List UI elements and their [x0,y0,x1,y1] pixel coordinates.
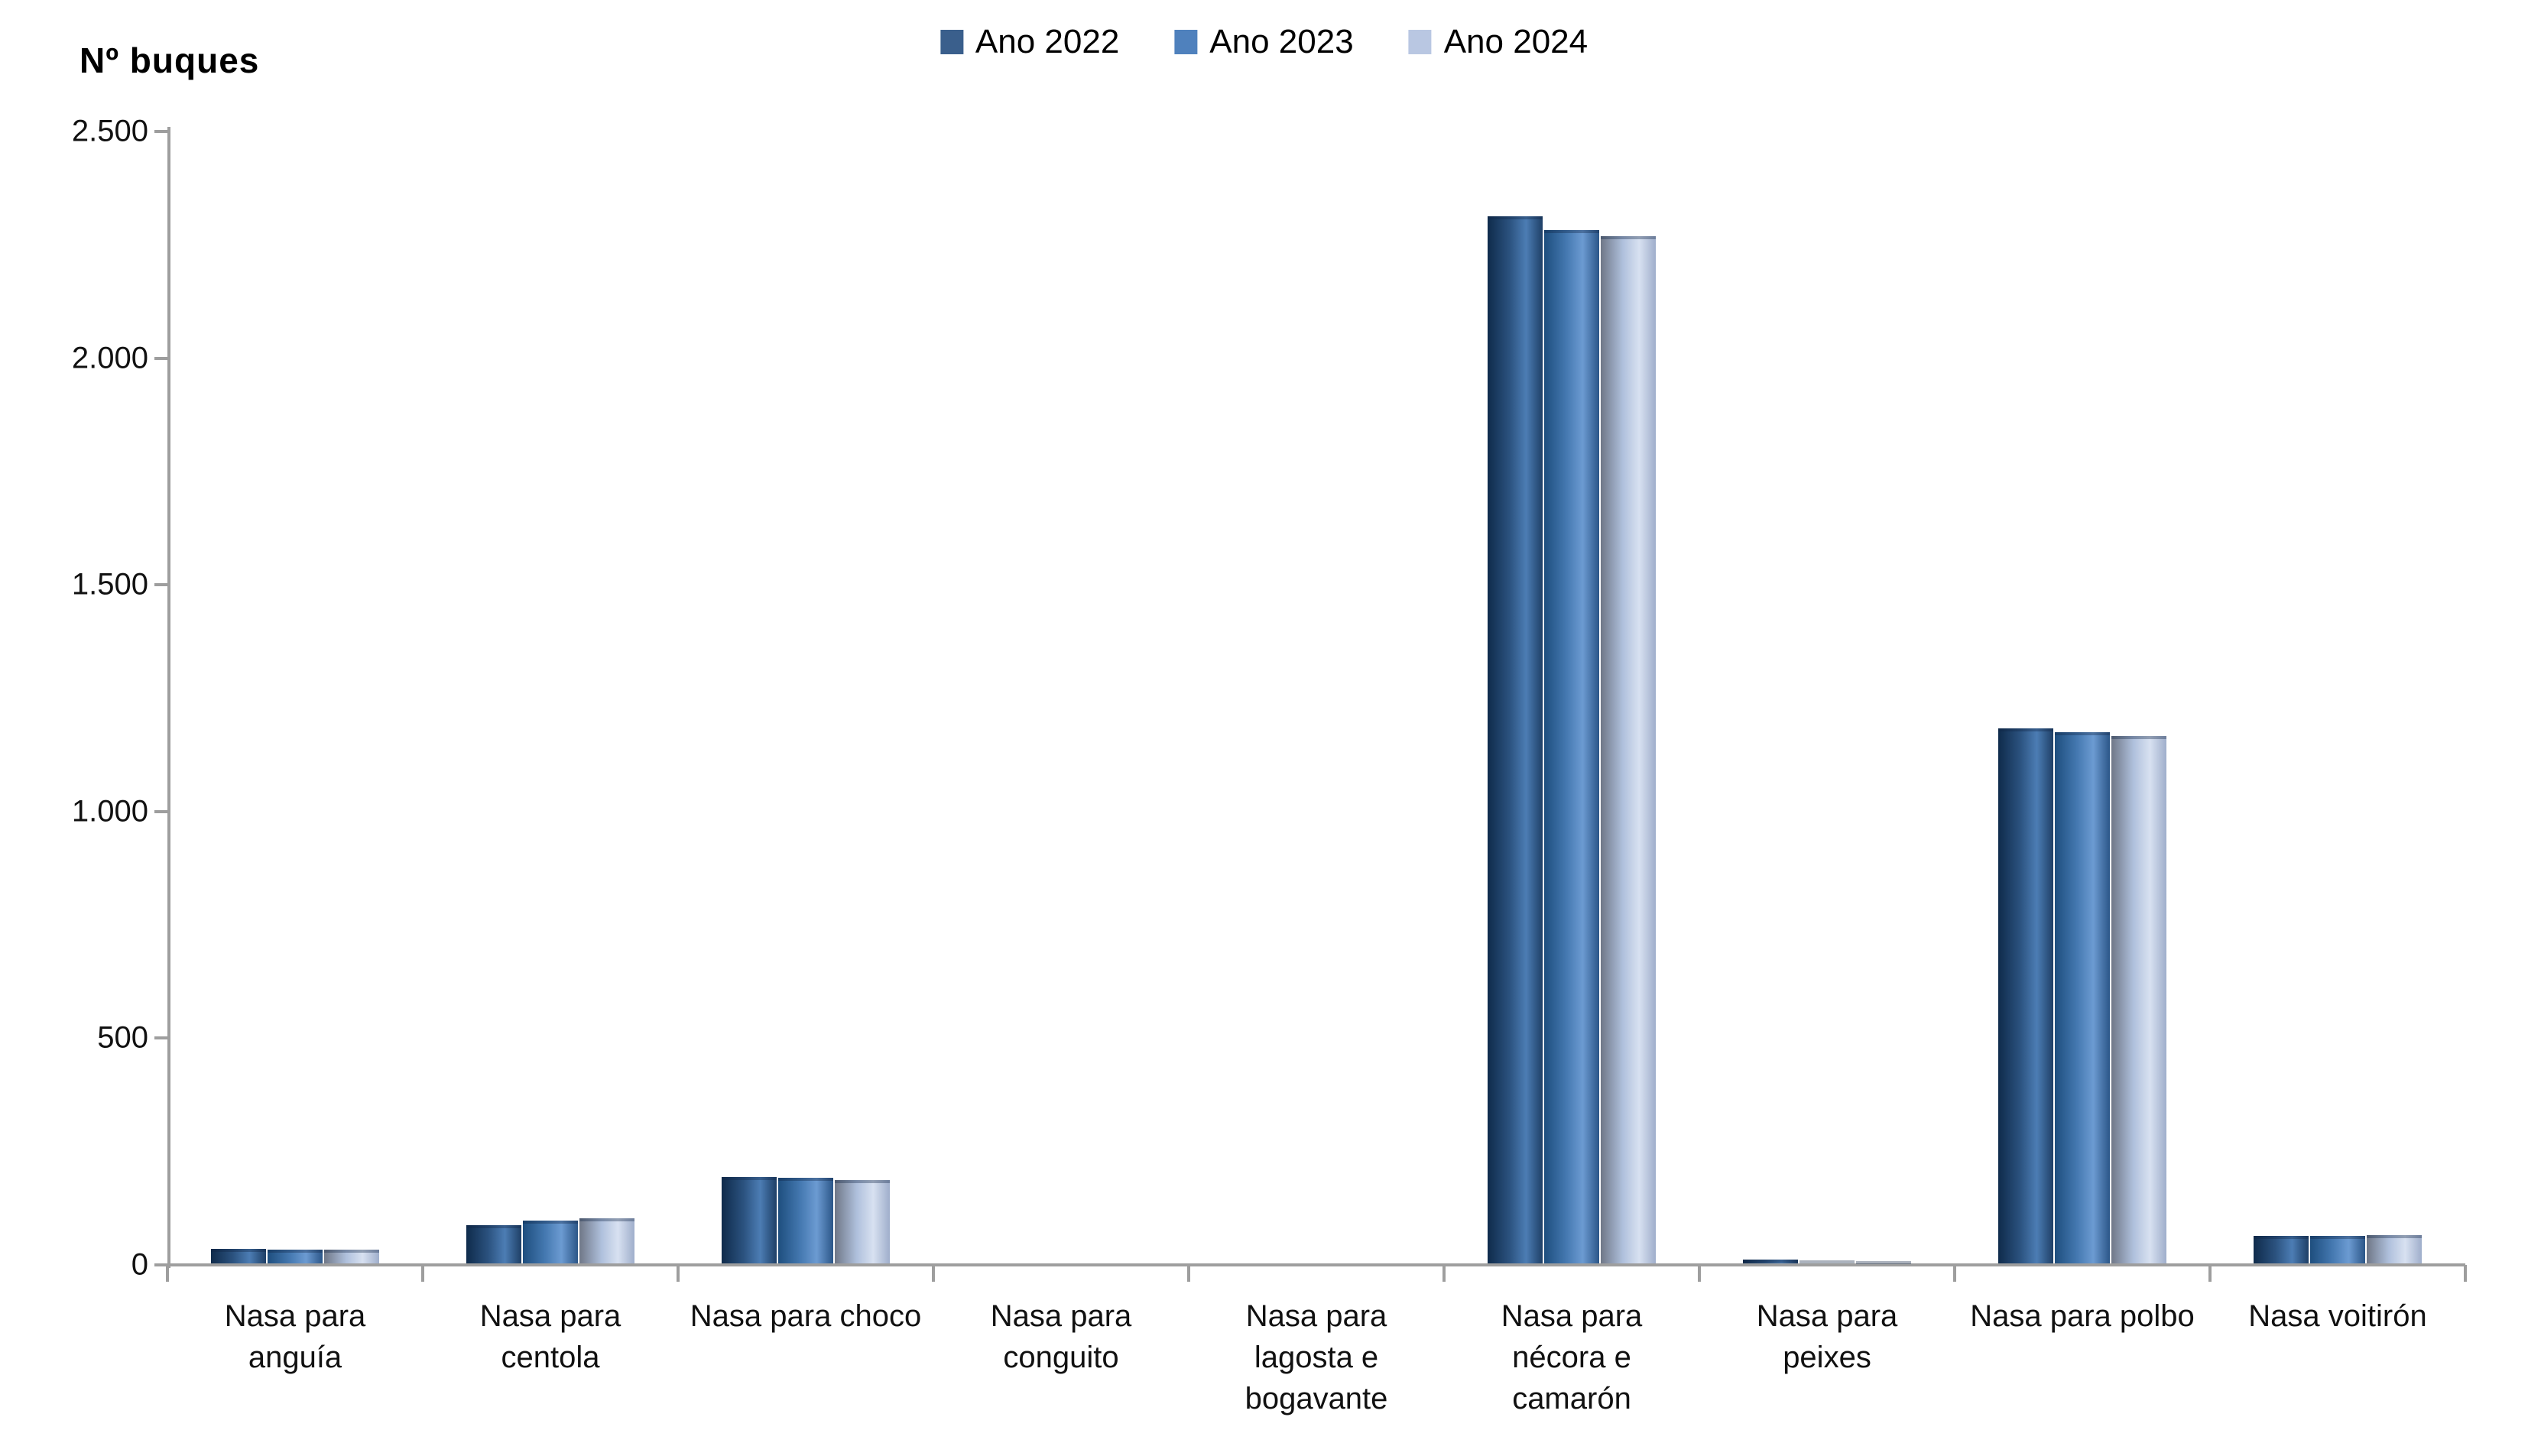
legend-item: Ano 2023 [1174,23,1354,61]
bar-ano-2024 [324,1249,379,1263]
bar-ano-2024 [1856,1261,1911,1265]
x-axis-line [167,1263,2465,1266]
legend-label: Ano 2024 [1443,23,1589,60]
y-tick-label: 1.500 [71,567,148,602]
bar-ano-2023 [523,1220,578,1263]
bar-ano-2023 [2310,1236,2365,1263]
x-boundary-tick [2208,1265,2212,1282]
x-category-label: Nasa para centola [479,1299,621,1374]
chart-legend: Ano 2022 Ano 2023 Ano 2024 [939,23,1589,61]
y-tick-mark [154,809,167,813]
bar-ano-2024 [2367,1234,2422,1263]
x-category-label: Nasa para peixes [1756,1299,1898,1374]
y-tick-mark [154,1036,167,1040]
y-tick-mark [154,356,167,360]
x-category-label: Nasa para nécora e camarón [1501,1299,1643,1415]
bar-ano-2024 [2111,735,2166,1263]
bar-ano-2022 [722,1177,777,1263]
legend-item: Ano 2022 [939,23,1120,61]
y-axis-line [167,127,170,1268]
x-boundary-tick [166,1265,169,1282]
x-category-label: Nasa voitirón [2248,1299,2427,1333]
bar-ano-2023 [778,1178,833,1263]
bar-ano-2022 [2254,1236,2309,1263]
bar-ano-2022 [1488,216,1543,1263]
legend-label: Ano 2022 [975,23,1120,60]
x-category-label: Nasa para conguito [990,1299,1132,1374]
legend-swatch-icon [1408,30,1432,54]
y-tick-label: 2.500 [71,114,148,148]
x-category-label: Nasa para anguía [224,1299,366,1374]
x-category-label: Nasa para polbo [1970,1299,2195,1333]
bar-ano-2023 [268,1250,323,1263]
y-tick-mark [154,130,167,133]
bar-ano-2023 [2055,731,2110,1263]
y-tick-label: 0 [131,1247,148,1282]
x-boundary-tick [421,1265,424,1282]
bar-ano-2024 [579,1218,634,1263]
legend-swatch-icon [1174,30,1198,54]
y-axis-title: Nº buques [80,41,260,80]
x-boundary-tick [1442,1265,1446,1282]
bar-ano-2022 [466,1224,521,1263]
x-category-label: Nasa para lagosta e bogavante [1245,1299,1388,1415]
y-tick-mark [154,1263,167,1266]
x-boundary-tick [1187,1265,1190,1282]
legend-item: Ano 2024 [1408,23,1589,61]
x-boundary-tick [1953,1265,1956,1282]
y-tick-mark [154,583,167,587]
x-boundary-tick [677,1265,680,1282]
y-tick-label: 1.000 [71,794,148,829]
bar-ano-2024 [835,1180,890,1263]
bar-ano-2023 [1544,229,1599,1263]
x-boundary-tick [2464,1265,2467,1282]
x-category-label: Nasa para choco [690,1299,922,1333]
y-tick-label: 500 [97,1020,148,1055]
legend-label: Ano 2023 [1209,23,1354,60]
bar-ano-2022 [211,1249,266,1263]
x-boundary-tick [1698,1265,1701,1282]
legend-swatch-icon [939,30,963,54]
y-tick-label: 2.000 [71,341,148,375]
bar-ano-2022 [1743,1260,1798,1263]
bar-ano-2023 [1799,1260,1855,1263]
bar-ano-2022 [1998,728,2053,1263]
x-boundary-tick [932,1265,935,1282]
bar-ano-2024 [1601,236,1656,1263]
